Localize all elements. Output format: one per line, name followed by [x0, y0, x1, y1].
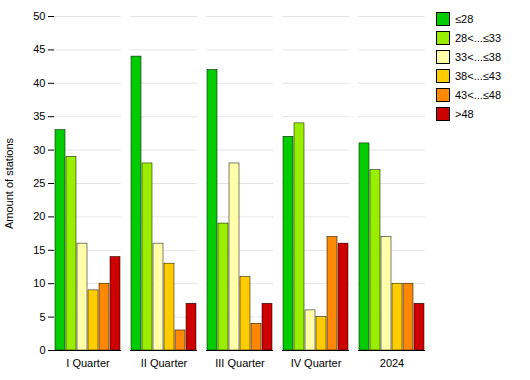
html-text:≤28: ≤28 [455, 13, 474, 25]
svg-text:45: 45 [33, 43, 45, 55]
svg-text:Amount of stations: Amount of stations [3, 137, 15, 229]
svg-text:30: 30 [33, 144, 45, 156]
svg-text:50: 50 [33, 10, 45, 22]
svg-text:II Quarter: II Quarter [141, 357, 188, 369]
html-text:28<...≤33: 28<...≤33 [455, 32, 502, 44]
html-text:>48: >48 [455, 108, 474, 120]
html-text:38<...≤43: 38<...≤43 [455, 70, 502, 82]
svg-text:20: 20 [33, 210, 45, 222]
html-text:33<...≤38: 33<...≤38 [455, 51, 502, 63]
svg-text:I Quarter: I Quarter [66, 357, 110, 369]
html-text:43<...≤48: 43<...≤48 [455, 89, 502, 101]
svg-text:2024: 2024 [380, 357, 404, 369]
svg-text:III Quarter: III Quarter [215, 357, 265, 369]
svg-text:5: 5 [39, 311, 45, 323]
svg-text:10: 10 [33, 277, 45, 289]
svg-text:35: 35 [33, 110, 45, 122]
svg-text:15: 15 [33, 244, 45, 256]
svg-text:25: 25 [33, 177, 45, 189]
svg-text:0: 0 [39, 344, 45, 356]
svg-text:40: 40 [33, 77, 45, 89]
svg-text:IV Quarter: IV Quarter [291, 357, 342, 369]
